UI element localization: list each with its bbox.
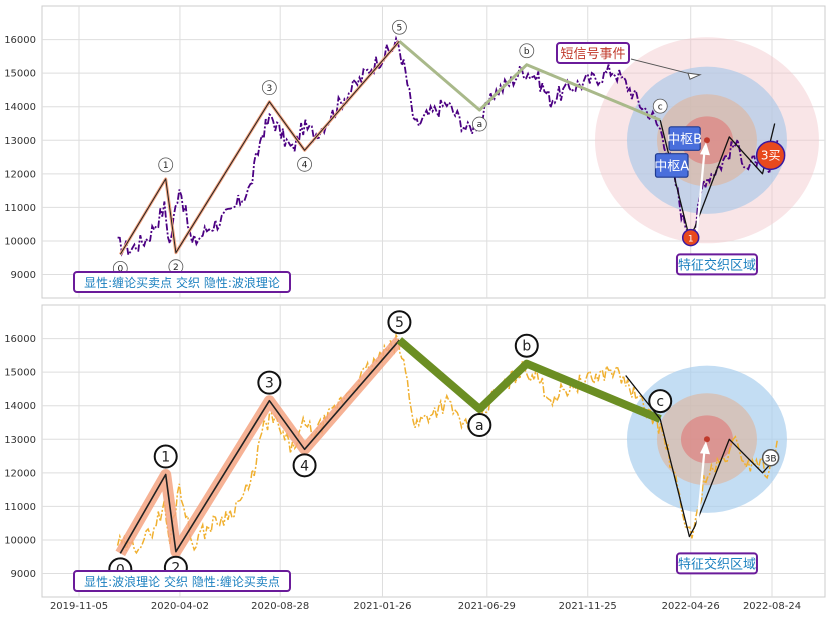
x-tick-label: 2020-08-28: [251, 601, 309, 612]
buy-point-label: 3B: [765, 455, 777, 465]
y-tick-label: 15000: [4, 69, 36, 80]
y-tick-label: 14000: [4, 401, 36, 412]
wave-point-marker: [387, 310, 412, 335]
short-signal-arrow-head: [687, 72, 702, 80]
bottom-panel: 9000 10000 11000 12000 13000 14000 15000 16000 2…: [4, 304, 826, 612]
top-panel: 9000 10000 11000 12000 13000 14000 15000 16000 中…: [4, 5, 826, 299]
wave-point-marker: [648, 389, 673, 414]
y-tick-label: 12000: [4, 169, 36, 180]
price-series-line: [116, 332, 779, 555]
method-label-text: 显性:缠论买卖点 交织 隐性:波浪理论: [84, 275, 280, 290]
wave-point-label: 3: [265, 376, 274, 392]
y-tick-label: 10000: [4, 535, 36, 546]
x-tick-label: 2021-01-26: [353, 601, 411, 612]
buy-point-marker: [761, 448, 780, 467]
short-signal-box: [556, 41, 630, 64]
wave-point-label: 3: [266, 84, 272, 94]
x-tick-label: 2021-11-25: [559, 601, 617, 612]
wave-point-marker: [158, 157, 174, 173]
y-tick-label: 9000: [11, 569, 36, 580]
wave-point-marker: [467, 413, 492, 438]
y-tick-label: 13000: [4, 136, 36, 147]
wave-point-label: b: [522, 339, 531, 355]
zhongshu-label: 中枢B: [667, 133, 702, 148]
y-tick-label: 11000: [4, 203, 36, 214]
y-tick-label: 14000: [4, 102, 36, 113]
wave-point-marker: [519, 43, 535, 59]
zhongshu-box: [668, 126, 701, 151]
y-tick-label: 10000: [4, 236, 36, 247]
wave-point-marker: [471, 116, 487, 132]
short-signal-text: 短信号事件: [560, 47, 625, 62]
zhongshu-label: 中枢A: [654, 159, 689, 174]
x-tick-label: 2022-04-26: [662, 601, 720, 612]
y-tick-label: 11000: [4, 502, 36, 513]
y-tick-label: 9000: [11, 270, 36, 281]
y-tick-label: 16000: [4, 334, 36, 345]
zone-label-text: 特征交织区域: [678, 556, 756, 572]
method-label-box: [73, 570, 291, 592]
zone-arrow-line: [695, 146, 707, 231]
zone-center-dot: [703, 436, 710, 443]
wave-point-label: 1: [161, 449, 170, 465]
wave-point-marker: [261, 80, 277, 96]
wave-point-label: b: [524, 47, 530, 57]
zone-label-box: [675, 253, 758, 276]
wave-point-label: c: [656, 394, 664, 410]
short-signal-arrow-line: [630, 58, 695, 76]
wave-point-label: 4: [302, 161, 308, 171]
wave-point-label: 2: [173, 263, 179, 273]
y-tick-label: 13000: [4, 435, 36, 446]
wave-point-label: 5: [397, 23, 403, 33]
y-tick-label: 15000: [4, 368, 36, 379]
wave-point-marker: [153, 444, 178, 469]
zone-label-box: [675, 552, 758, 575]
wave-point-label: a: [475, 418, 484, 434]
zone-arrow-head: [699, 441, 710, 455]
y-tick-label: 16000: [4, 35, 36, 46]
zone-label-text: 特征交织区域: [678, 257, 756, 273]
wave-point-label: 1: [163, 161, 169, 171]
wave-point-label: 2: [171, 561, 180, 577]
correction-wave-line: [398, 40, 661, 122]
zone-center-dot: [703, 137, 710, 144]
method-label-text: 显性:波浪理论 交织 隐性:缠论买卖点: [84, 574, 280, 589]
correction-wave-line: [396, 337, 662, 423]
x-tick-label: 2019-11-05: [50, 601, 108, 612]
buy-point-marker: [681, 228, 700, 247]
wave-point-marker: [292, 453, 317, 478]
buy-point-label: 1: [688, 235, 694, 245]
buy-point-label: 3买: [761, 148, 781, 162]
zone-arrow-head: [699, 142, 710, 156]
x-tick-label: 2022-08-24: [743, 601, 801, 612]
wave-point-marker: [514, 333, 539, 358]
y-tick-label: 12000: [4, 468, 36, 479]
wave-point-label: 5: [395, 315, 404, 331]
method-label-box: [73, 271, 291, 293]
wave-point-label: c: [658, 102, 663, 112]
wave-point-label: 0: [117, 265, 123, 275]
wave-point-label: a: [477, 120, 483, 130]
x-tick-label: 2020-04-02: [151, 601, 209, 612]
wave-point-marker: [257, 370, 282, 395]
wave-point-marker: [392, 19, 407, 35]
impulse-wave-line: [119, 339, 401, 554]
zone-arrow-line: [695, 445, 707, 530]
buy-point-marker: [755, 140, 786, 171]
wave-point-label: 4: [300, 458, 309, 474]
impulse-wave-line: [119, 40, 400, 255]
zhongshu-box: [654, 153, 689, 178]
wave-point-marker: [652, 98, 668, 114]
x-tick-label: 2021-06-29: [458, 601, 516, 612]
wave-point-marker: [297, 156, 312, 172]
chanlun-stroke-line: [625, 375, 776, 538]
